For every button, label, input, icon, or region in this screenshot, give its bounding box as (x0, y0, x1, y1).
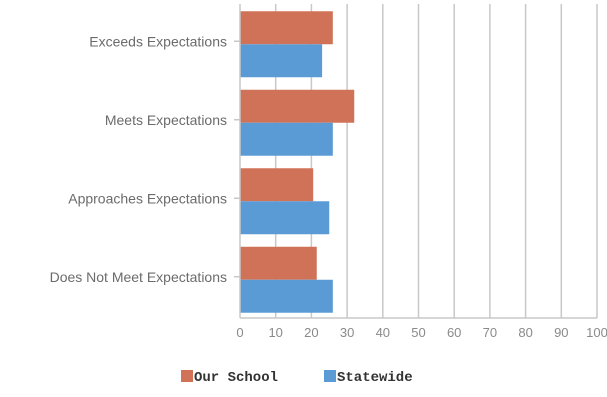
bar-our-school (240, 168, 314, 202)
x-tick-label: 90 (554, 325, 568, 340)
bar-statewide (240, 201, 330, 235)
legend-label: Our School (194, 370, 278, 386)
category-label: Exceeds Expectations (89, 33, 227, 49)
legend: Our School Statewide (181, 370, 413, 386)
grid-lines (274, 4, 598, 318)
x-tick-labels: 0 10 20 30 40 50 60 70 80 90 100 (236, 325, 607, 340)
x-tick-label: 0 (236, 325, 243, 340)
bars (240, 11, 355, 313)
x-tick-label: 100 (586, 325, 607, 340)
x-tick-label: 20 (304, 325, 318, 340)
category-label: Approaches Expectations (68, 190, 227, 206)
x-tick-label: 70 (483, 325, 497, 340)
category-label: Does Not Meet Expectations (50, 269, 227, 285)
x-tick-label: 10 (268, 325, 282, 340)
bar-statewide (240, 122, 333, 156)
x-tick-label: 30 (340, 325, 354, 340)
legend-swatch (324, 370, 336, 382)
category-labels: Exceeds Expectations Meets Expectations Ap… (50, 33, 227, 285)
x-tick-label: 40 (376, 325, 390, 340)
x-tick-label: 80 (518, 325, 532, 340)
category-label: Meets Expectations (105, 112, 227, 128)
bar-statewide (240, 279, 333, 313)
bar-statewide (240, 44, 323, 78)
legend-swatch (181, 370, 193, 382)
bar-our-school (240, 89, 355, 123)
x-tick-label: 60 (447, 325, 461, 340)
bar-our-school (240, 246, 317, 280)
axes (234, 4, 597, 319)
bar-our-school (240, 11, 333, 45)
x-tick-label: 50 (411, 325, 425, 340)
legend-label: Statewide (337, 370, 413, 386)
